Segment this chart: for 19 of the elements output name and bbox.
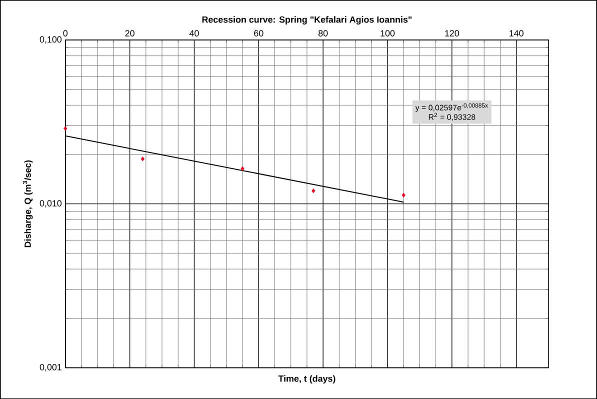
y-tick-label: 0,010 bbox=[40, 200, 62, 208]
x-tick-label: 0 bbox=[63, 30, 68, 36]
x-tick-label: 120 bbox=[445, 30, 460, 36]
y-axis-title: Disharge, Q (m$^{3}$/sec) bbox=[22, 160, 33, 248]
point bbox=[64, 126, 68, 131]
y-tick-label: 0,001 bbox=[40, 364, 62, 372]
x-tick-label: 60 bbox=[254, 30, 264, 36]
point bbox=[140, 156, 145, 162]
y-tick-label: 0,100 bbox=[40, 36, 62, 44]
x-tick-label: 40 bbox=[189, 30, 199, 36]
x-tick-label: 140 bbox=[510, 30, 524, 36]
x-tick-label: 80 bbox=[318, 30, 328, 36]
x-axis-title: Time, t (days) bbox=[278, 375, 336, 384]
chart-title: Recession curve: Spring "Kefalari Agios Ioannis" bbox=[202, 16, 412, 24]
point bbox=[312, 188, 316, 194]
x-tick-label: 20 bbox=[125, 30, 134, 36]
x-tick-label: 100 bbox=[380, 30, 395, 36]
point bbox=[240, 166, 244, 171]
point bbox=[402, 192, 406, 198]
